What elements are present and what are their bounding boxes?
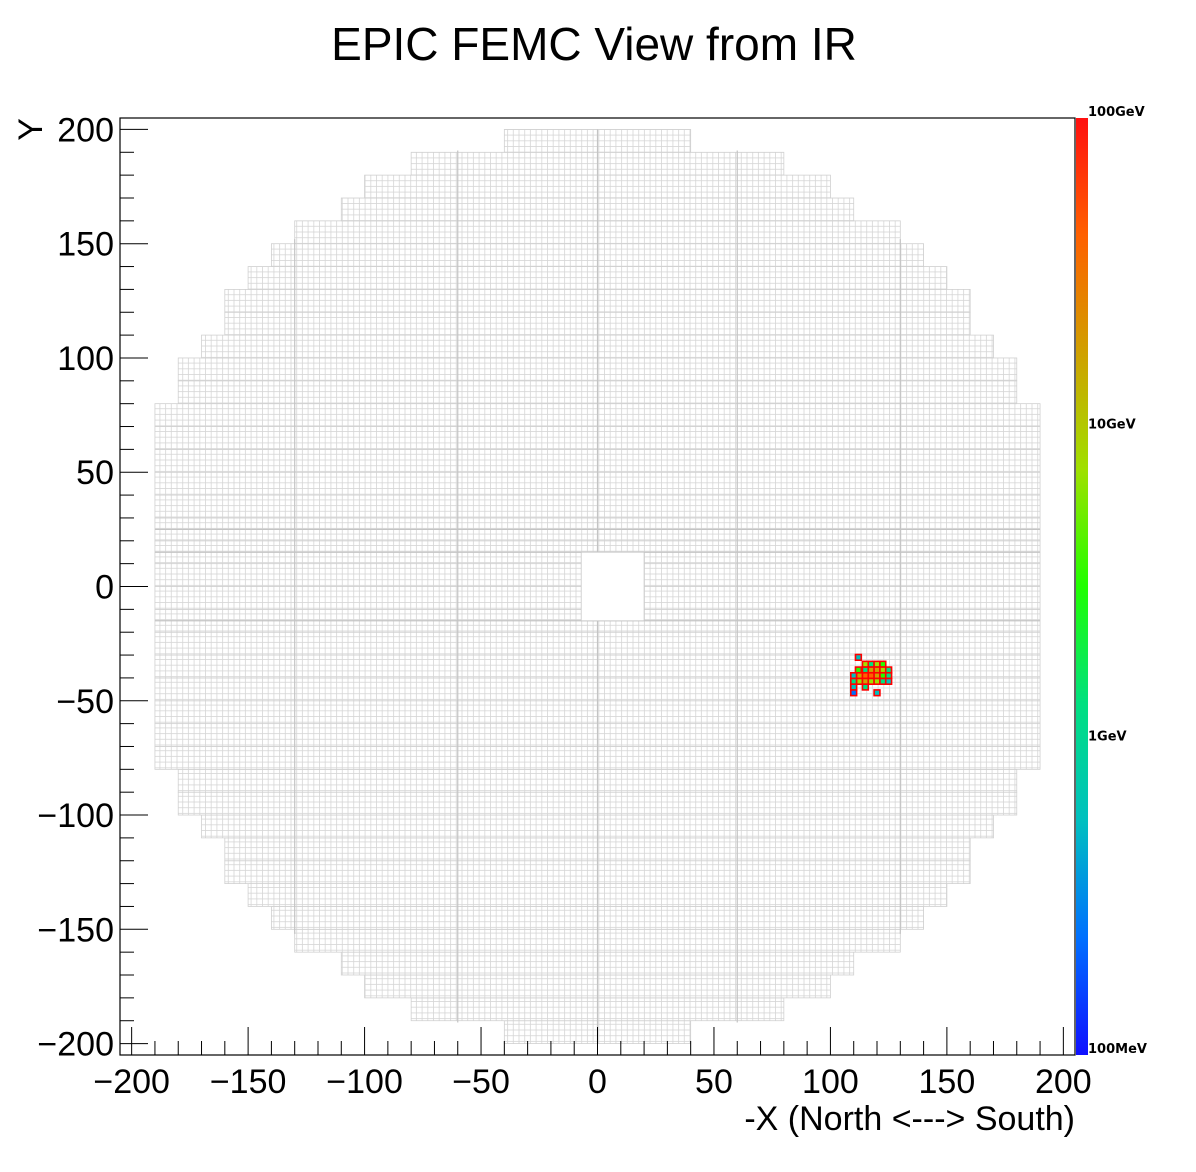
colorbar-label: 100MeV bbox=[1088, 1042, 1147, 1057]
hit-cell bbox=[873, 660, 881, 668]
hit-cell bbox=[850, 671, 858, 680]
colorbar-label: 1GeV bbox=[1088, 730, 1127, 745]
x-tick-label: 0 bbox=[588, 1063, 607, 1101]
hit-cell bbox=[873, 677, 881, 685]
colorbar-scale bbox=[1076, 118, 1088, 1055]
hit-cell bbox=[861, 677, 870, 685]
colorbar: 100GeV 10GeV 1GeV 100MeV bbox=[1076, 105, 1147, 1057]
y-axis: −200 −150 −100 −50 0 50 100 150 200 bbox=[37, 111, 148, 1064]
hit-cell bbox=[855, 671, 864, 680]
plot-area bbox=[119, 117, 1076, 1056]
hit-cell bbox=[850, 689, 858, 697]
x-tick-label: −100 bbox=[326, 1063, 403, 1101]
hit-cell bbox=[861, 671, 870, 680]
y-tick-label: 200 bbox=[57, 111, 114, 149]
x-tick-label: 100 bbox=[802, 1063, 859, 1101]
x-tick-label: 50 bbox=[695, 1063, 733, 1101]
hit-cell bbox=[873, 666, 881, 674]
y-tick-label: 100 bbox=[57, 340, 114, 378]
x-tick-label: 150 bbox=[919, 1063, 976, 1101]
hit-cell bbox=[879, 677, 887, 685]
hit-cell bbox=[867, 660, 875, 668]
hit-cell bbox=[854, 653, 863, 662]
x-tick-label: 200 bbox=[1035, 1063, 1092, 1101]
colorbar-labels: 100GeV 10GeV 1GeV 100MeV bbox=[1088, 105, 1147, 1057]
hit-cell bbox=[861, 660, 870, 668]
y-axis-title: Y bbox=[12, 118, 50, 141]
x-tick-label: −50 bbox=[452, 1063, 510, 1101]
x-tick-label: −200 bbox=[93, 1063, 170, 1101]
hit-cell bbox=[884, 666, 893, 674]
hit-cell bbox=[873, 671, 881, 680]
hit-cell bbox=[879, 671, 887, 680]
hit-cell bbox=[854, 666, 863, 674]
x-axis: −200 −150 −100 −50 0 50 100 150 200 bbox=[93, 1027, 1092, 1101]
colorbar-label: 100GeV bbox=[1088, 105, 1145, 120]
y-tick-label: 0 bbox=[95, 569, 114, 607]
x-axis-title: -X (North <---> South) bbox=[744, 1100, 1075, 1138]
y-tick-label: −50 bbox=[56, 683, 114, 721]
energy-hits bbox=[850, 653, 893, 697]
hit-cell bbox=[867, 666, 875, 674]
x-tick-label: −150 bbox=[210, 1063, 287, 1101]
hit-cell bbox=[879, 666, 887, 674]
hit-cell bbox=[850, 677, 858, 685]
beam-pipe-hole bbox=[580, 551, 645, 622]
hit-cell bbox=[879, 660, 887, 668]
hit-cell bbox=[867, 671, 875, 680]
hit-cell bbox=[850, 683, 858, 691]
y-tick-label: −200 bbox=[37, 1026, 114, 1064]
hit-cell bbox=[884, 677, 893, 685]
hit-cell bbox=[884, 671, 893, 680]
y-tick-label: −150 bbox=[37, 911, 114, 949]
colorbar-label: 10GeV bbox=[1088, 417, 1136, 432]
y-tick-label: 150 bbox=[57, 226, 114, 264]
hit-cell bbox=[867, 677, 875, 685]
y-tick-label: 50 bbox=[76, 454, 114, 492]
hit-cell bbox=[873, 689, 881, 697]
y-tick-label: −100 bbox=[37, 797, 114, 835]
hit-cell bbox=[861, 683, 870, 691]
hit-cell bbox=[855, 677, 864, 685]
hit-cell bbox=[861, 666, 870, 674]
chart-title: EPIC FEMC View from IR bbox=[331, 18, 857, 70]
